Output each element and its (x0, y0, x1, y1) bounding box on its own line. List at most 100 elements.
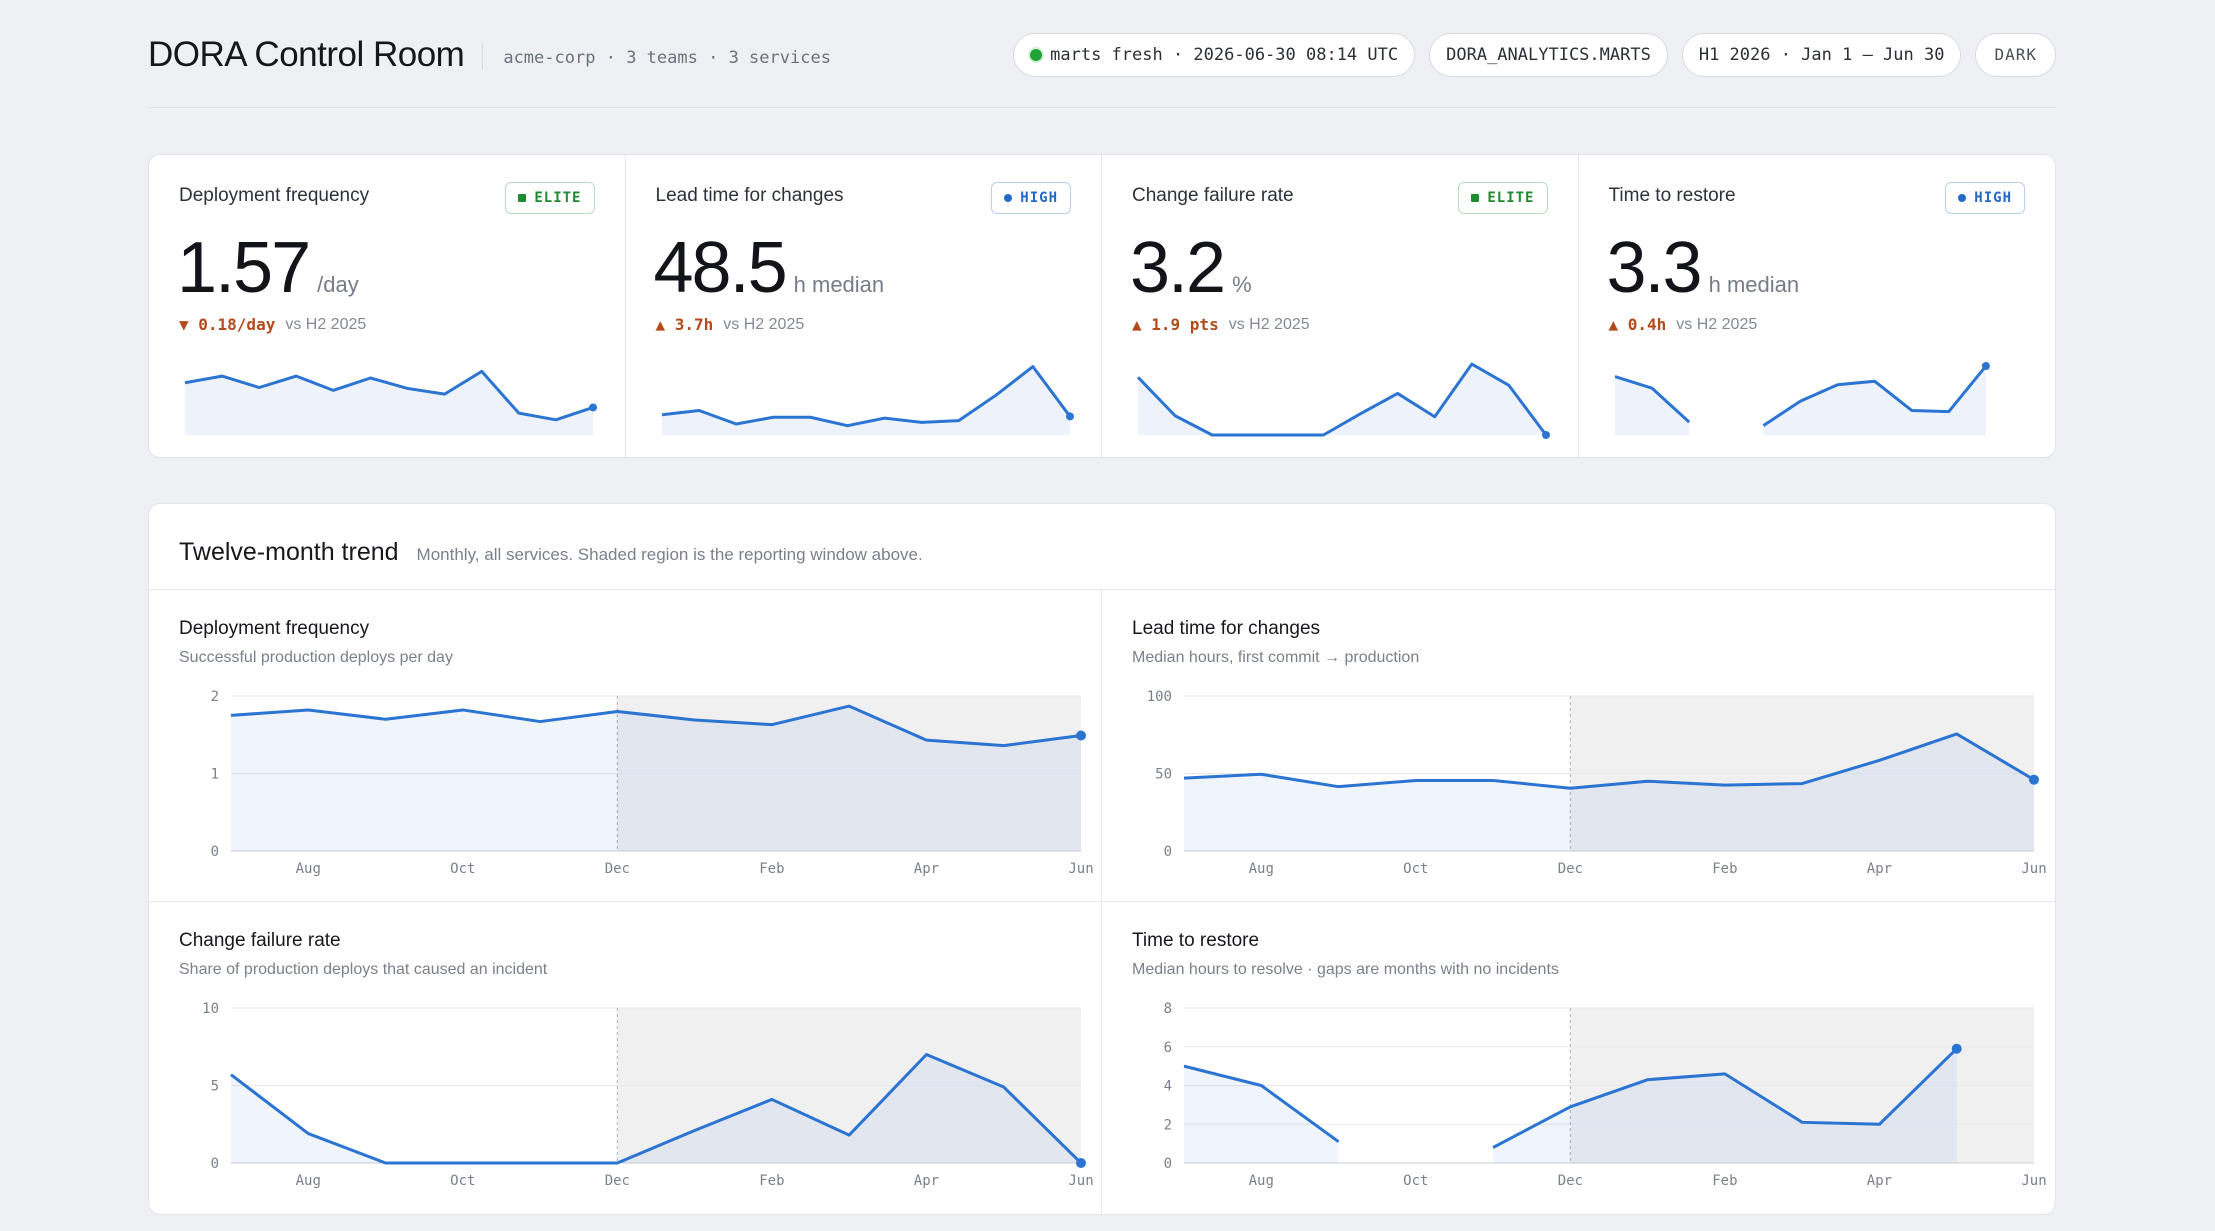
kpi-time-to-restore: Time to restore HIGH 3.3 h median ▲ 0.4h… (1579, 155, 2056, 457)
x-tick-label: Feb (1712, 861, 1737, 877)
kpi-delta: ▲ 1.9 pts vs H2 2025 (1132, 315, 1310, 334)
period-pill[interactable]: H1 2026 · Jan 1 – Jun 30 (1681, 32, 1962, 77)
trend-subtitle: Monthly, all services. Shaded region is … (416, 545, 923, 564)
delta-value: ▲ 0.4h (1608, 315, 1667, 334)
x-tick-label: Jun (2021, 861, 2046, 877)
badge-dot-icon (1004, 194, 1013, 202)
y-tick-label: 8 (1164, 1001, 1172, 1017)
sparkline-lead-time (661, 365, 1074, 435)
trend-panel-change-failure-rate: Change failure rate Share of production … (149, 902, 1102, 1214)
y-tick-label: 4 (1164, 1079, 1172, 1095)
badge-text: HIGH (1020, 190, 1058, 206)
trend-panel-deployment-frequency: Deployment frequency Successful producti… (149, 590, 1102, 902)
sparkline-line (184, 369, 594, 422)
badge-text: ELITE (534, 190, 582, 206)
x-tick-label: Jun (1068, 1173, 1093, 1189)
sparkline-area (1138, 364, 1546, 435)
freshness-text: marts fresh · 2026-06-30 08:14 UTC (1050, 44, 1399, 65)
sparkline-change-failure-rate (1136, 362, 1550, 439)
delta-value: ▲ 3.7h (655, 315, 714, 334)
x-tick-label: Oct (450, 861, 475, 877)
meta-separator: · (708, 47, 729, 68)
x-tick-label: Oct (1403, 1173, 1428, 1189)
sparkline-area (185, 371, 593, 435)
kpi-delta: ▲ 0.4h vs H2 2025 (1609, 315, 1758, 334)
freshness-pill: marts fresh · 2026-06-30 08:14 UTC (1013, 32, 1416, 77)
y-tick-label: 100 (1147, 689, 1172, 705)
delta-value: ▲ 1.9 pts (1132, 315, 1219, 334)
kpi-value: 3.3 (1606, 228, 1703, 308)
x-tick-label: Feb (1712, 1173, 1737, 1189)
sparkline-line (661, 365, 1071, 428)
panel-subtitle: Share of production deploys that caused … (179, 961, 548, 978)
x-tick-label: Oct (1403, 861, 1428, 877)
kpi-value-row: 3.2 % (1130, 227, 1252, 309)
kpi-value-row: 3.3 h median (1607, 227, 1800, 309)
meta-separator: · (605, 47, 627, 68)
badge-dot-icon (1958, 194, 1967, 202)
sparkline-area (1762, 366, 1986, 435)
kpi-lead-time: Lead time for changes HIGH 48.5 h median… (626, 155, 1102, 457)
x-tick-label: Jun (2021, 1173, 2046, 1189)
delta-value: ▼ 0.18/day (179, 315, 276, 334)
chart-lead-time: 0 50 100 Aug Oct Dec Feb Apr Jun (1147, 689, 2047, 877)
tier-badge: ELITE (1458, 182, 1548, 214)
y-tick-label: 10 (202, 1001, 219, 1017)
kpi-unit: h median (793, 272, 885, 297)
series-end-point (1951, 1043, 1962, 1054)
tier-badge: HIGH (1945, 182, 2025, 214)
service-count: 3 services (728, 47, 831, 68)
series-end-point (2029, 774, 2039, 785)
series-area (231, 1054, 1081, 1163)
kpi-value: 1.57 (177, 228, 311, 308)
kpi-label: Time to restore (1608, 185, 1736, 206)
chart-deployment-frequency: 0 1 2 Aug Oct Dec Feb Apr Jun (211, 689, 1094, 877)
kpi-unit: h median (1708, 272, 1800, 297)
x-tick-label: Apr (1867, 861, 1892, 877)
series-line (230, 704, 1082, 748)
y-tick-label: 50 (1155, 767, 1172, 783)
kpi-unit: /day (317, 272, 359, 297)
sparkline-line (1614, 375, 1690, 424)
badge-text: HIGH (1974, 190, 2012, 206)
series-area (1493, 1048, 1957, 1163)
kpi-change-failure-rate: Change failure rate ELITE 3.2 % ▲ 1.9 pt… (1102, 155, 1579, 457)
panel-title: Deployment frequency (179, 618, 370, 639)
y-tick-label: 2 (211, 689, 219, 705)
org-name: acme-corp (503, 47, 596, 68)
series-line (1492, 1047, 1958, 1149)
series-end-point (1076, 1158, 1086, 1168)
kpi-unit: % (1232, 272, 1252, 297)
kpi-label: Lead time for changes (655, 185, 844, 206)
team-count: 3 teams (626, 47, 698, 68)
x-tick-label: Aug (1249, 1173, 1274, 1189)
panel-subtitle: Median hours, first commit → production (1132, 649, 1420, 666)
theme-toggle-button[interactable]: DARK (1975, 32, 2056, 77)
kpi-card: Deployment frequency ELITE 1.57 /day ▼ 0… (148, 154, 2056, 458)
x-tick-label: Oct (450, 1173, 475, 1189)
x-tick-label: Aug (1249, 861, 1274, 877)
status-dot-icon (1030, 48, 1043, 61)
series-area (231, 706, 1081, 851)
kpi-value-row: 48.5 h median (654, 227, 885, 309)
y-tick-label: 0 (211, 1156, 219, 1172)
series-line (1183, 1064, 1340, 1143)
sparkline-end-point (589, 403, 597, 412)
y-tick-label: 5 (211, 1079, 219, 1095)
x-tick-label: Apr (914, 1173, 939, 1189)
sparkline-line (1762, 365, 1987, 427)
x-tick-label: Dec (1558, 861, 1583, 877)
sparkline-line (1136, 362, 1548, 437)
delta-comparison: vs H2 2025 (1676, 315, 1758, 333)
trend-card: Twelve-month trend Monthly, all services… (148, 503, 2056, 1215)
title-divider (482, 43, 484, 70)
kpi-deployment-frequency: Deployment frequency ELITE 1.57 /day ▼ 0… (149, 155, 626, 457)
trend-header: Twelve-month trend Monthly, all services… (149, 504, 2055, 590)
schema-pill[interactable]: DORA_ANALYTICS.MARTS (1429, 32, 1668, 77)
badge-text: ELITE (1487, 190, 1535, 206)
x-tick-label: Apr (1867, 1173, 1892, 1189)
kpi-label: Deployment frequency (179, 185, 370, 206)
series-line (1183, 732, 2035, 790)
series-end-point (1076, 730, 1086, 741)
sparkline-deployment-frequency (184, 369, 597, 435)
